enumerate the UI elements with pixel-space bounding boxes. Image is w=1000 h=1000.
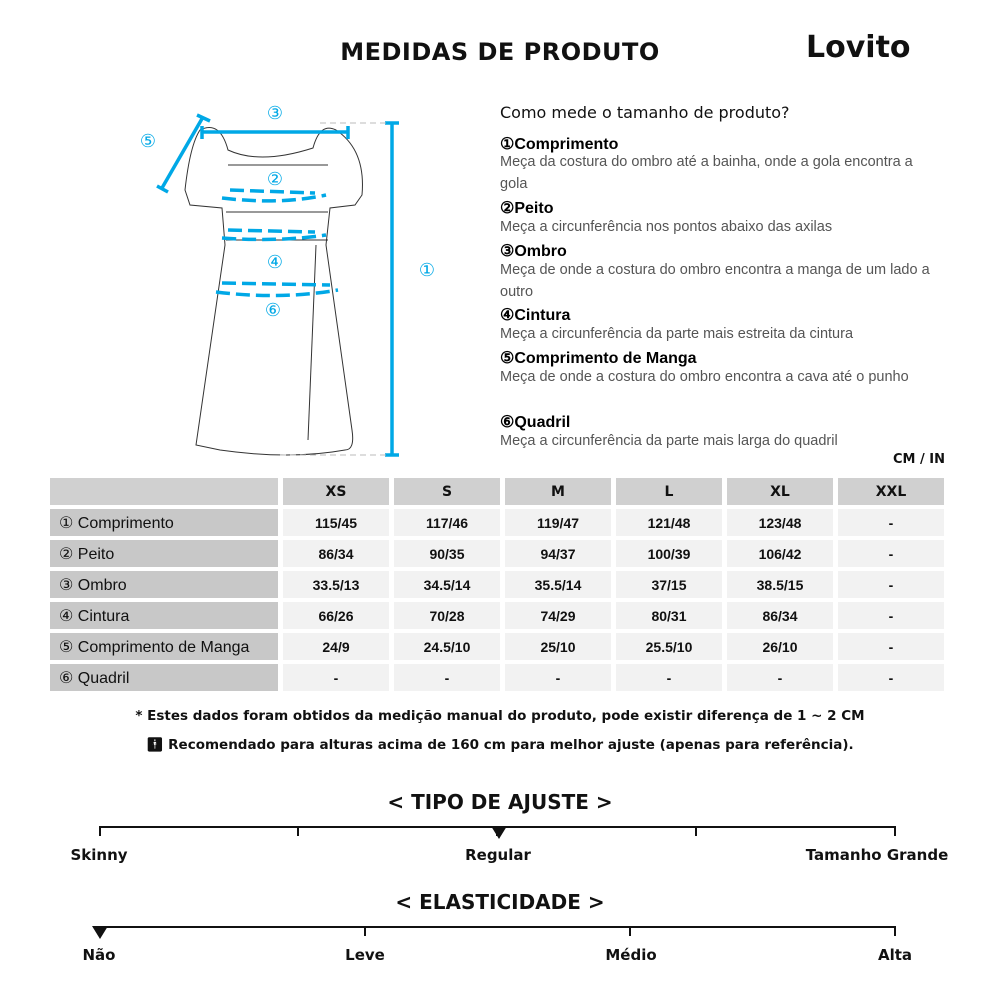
table-cell: 90/35 <box>394 540 500 567</box>
guide-item-title: ⑥Quadril <box>500 414 571 431</box>
table-cell: 33.5/13 <box>283 571 389 598</box>
diagram-label-1: ① <box>419 260 435 281</box>
table-cell: 66/26 <box>283 602 389 629</box>
table-cell: - <box>838 571 944 598</box>
elasticity-label: Médio <box>605 946 657 964</box>
fit-marker <box>490 826 507 839</box>
fit-title: < TIPO DE AJUSTE > <box>387 790 613 814</box>
row-label: ② Peito <box>50 540 278 567</box>
table-cell: 106/42 <box>727 540 833 567</box>
height-note-text: Recomendado para alturas acima de 160 cm… <box>168 737 854 753</box>
table-cell: 117/46 <box>394 509 500 536</box>
row-label: ① Comprimento <box>50 509 278 536</box>
guide-item-title: ①Comprimento <box>500 136 619 153</box>
sleeve-measure-line <box>160 116 205 189</box>
diagram-label-5: ⑤ <box>140 131 156 152</box>
row-label: ④ Cintura <box>50 602 278 629</box>
table-cell: 74/29 <box>505 602 611 629</box>
fit-label-skinny: Skinny <box>70 846 128 864</box>
table-cell: 121/48 <box>616 509 722 536</box>
guide-item-desc: Meça de onde a costura do ombro encontra… <box>500 262 930 300</box>
elasticity-marker <box>92 926 108 939</box>
page-title: MEDIDAS DE PRODUTO <box>340 38 660 66</box>
size-header-l: L <box>616 478 722 505</box>
row-label: ③ Ombro <box>50 571 278 598</box>
diagram-label-4: ④ <box>267 252 283 273</box>
guide-item-desc: Meça da costura do ombro até a bainha, o… <box>500 154 913 192</box>
table-cell: 123/48 <box>727 509 833 536</box>
table-cell: - <box>505 664 611 691</box>
guide-item-desc: Meça a circunferência da parte mais estr… <box>500 326 854 342</box>
elasticity-label: Alta <box>877 946 913 964</box>
size-header-s: S <box>394 478 500 505</box>
diagram-label-3: ③ <box>267 103 283 124</box>
table-cell: - <box>283 664 389 691</box>
size-header-m: M <box>505 478 611 505</box>
guide-item-title: ⑤Comprimento de Manga <box>500 350 697 367</box>
person-icon: 🚹︎ <box>146 737 164 753</box>
manual-note: * Estes dados foram obtidos da medição m… <box>135 708 865 724</box>
table-cell: 94/37 <box>505 540 611 567</box>
diagram-label-6: ⑥ <box>265 300 281 321</box>
table-cell: 37/15 <box>616 571 722 598</box>
dress-diagram: ⑤ ③ ② ④ ⑥ ① <box>140 103 435 457</box>
unit-label: CM / IN <box>893 452 945 467</box>
guide-item-desc: Meça de onde a costura do ombro encontra… <box>500 369 909 385</box>
table-cell: - <box>838 509 944 536</box>
row-label: ⑥ Quadril <box>50 664 278 691</box>
table-cell: 24/9 <box>283 633 389 660</box>
table-cell: - <box>838 633 944 660</box>
table-cell: 80/31 <box>616 602 722 629</box>
table-cell: 119/47 <box>505 509 611 536</box>
table-cell: - <box>727 664 833 691</box>
elasticity-title: < ELASTICIDADE > <box>395 890 605 914</box>
table-cell: 38.5/15 <box>727 571 833 598</box>
guide-item-title: ②Peito <box>500 200 554 217</box>
table-cell: - <box>838 540 944 567</box>
table-cell: 100/39 <box>616 540 722 567</box>
table-cell: 26/10 <box>727 633 833 660</box>
size-header-xl: XL <box>727 478 833 505</box>
table-cell: 24.5/10 <box>394 633 500 660</box>
table-cell: - <box>616 664 722 691</box>
table-cell: 25/10 <box>505 633 611 660</box>
table-cell: 25.5/10 <box>616 633 722 660</box>
table-header-corner <box>50 478 278 505</box>
height-note: 🚹︎ Recomendado para alturas acima de 160… <box>0 737 1000 753</box>
table-cell: - <box>838 602 944 629</box>
elasticity-label: Não <box>82 946 116 964</box>
brand-logo: Lovito <box>806 30 911 65</box>
table-cell: - <box>838 664 944 691</box>
table-cell: 86/34 <box>283 540 389 567</box>
row-label: ⑤ Comprimento de Manga <box>50 633 278 660</box>
table-cell: 86/34 <box>727 602 833 629</box>
table-cell: 115/45 <box>283 509 389 536</box>
table-cell: - <box>394 664 500 691</box>
table-cell: 35.5/14 <box>505 571 611 598</box>
size-header-xxl: XXL <box>838 478 944 505</box>
guide-item-desc: Meça a circunferência nos pontos abaixo … <box>500 219 833 235</box>
fit-label-regular: Regular <box>465 846 531 864</box>
fit-label-large: Tamanho Grande <box>805 846 949 864</box>
table-cell: 34.5/14 <box>394 571 500 598</box>
guide-heading: Como mede o tamanho de produto? <box>500 103 790 122</box>
guide-item-title: ③Ombro <box>500 243 567 260</box>
guide-item-title: ④Cintura <box>500 307 571 324</box>
table-cell: 70/28 <box>394 602 500 629</box>
elasticity-scale <box>99 926 896 928</box>
size-header-xs: XS <box>283 478 389 505</box>
elasticity-label: Leve <box>345 946 385 964</box>
guide-item-desc: Meça a circunferência da parte mais larg… <box>500 433 838 449</box>
diagram-label-2: ② <box>267 169 283 190</box>
